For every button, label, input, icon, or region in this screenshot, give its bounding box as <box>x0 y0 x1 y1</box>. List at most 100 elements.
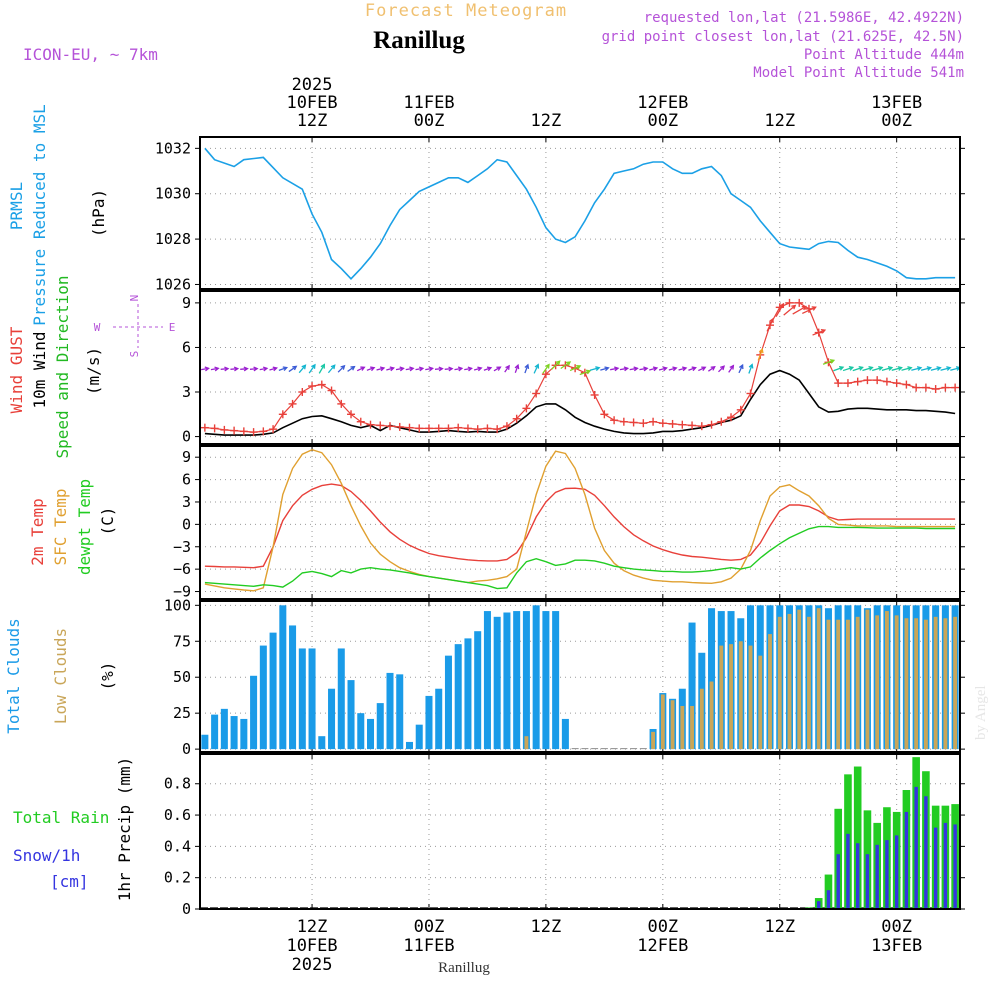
wind-arrow-head <box>916 366 923 371</box>
total-clouds-label: Total Clouds <box>4 618 23 734</box>
compass-north: N <box>128 295 141 302</box>
total-cloud-bar <box>415 724 423 750</box>
rain-bar <box>981 859 989 908</box>
low-cloud-bar <box>875 615 880 750</box>
wind-arrow-head <box>738 363 744 370</box>
total-cloud-bar <box>386 672 394 750</box>
cloud-bar-empty <box>639 748 647 750</box>
rain-bar <box>961 824 969 908</box>
y-tick-label: 6 <box>182 338 191 356</box>
gust-marker <box>376 421 385 430</box>
cloud-bar-empty <box>571 748 579 750</box>
gust-marker <box>230 426 239 435</box>
compass-south: S <box>128 351 141 358</box>
gust-marker <box>239 427 248 436</box>
total-cloud-bar <box>435 688 443 750</box>
wind-arrow <box>757 347 764 361</box>
wind-arrow-head <box>486 366 493 372</box>
wind-arrow-shaft <box>822 359 835 365</box>
wind-arrow-head <box>811 306 817 311</box>
gust-marker <box>386 422 394 431</box>
wind-arrow <box>551 360 561 370</box>
cloud-bar-empty <box>610 748 618 750</box>
low-cloud-bar <box>709 681 714 750</box>
total-cloud-bar <box>688 622 696 750</box>
wind-arrow <box>533 363 540 374</box>
wind-arrow-head <box>769 317 774 323</box>
wind-arrow-head <box>672 366 678 372</box>
wind-arrow-head <box>887 366 894 371</box>
gust-marker <box>707 420 716 429</box>
wind-arrow-head <box>496 366 502 371</box>
y-tick-label: 0 <box>182 428 191 446</box>
panel-frame <box>199 445 961 600</box>
panels: 1026 1028 1030 1032 0 3 6 9 −9 −6 −3 0 3 6 9 0 25 50 75 100… <box>155 136 989 918</box>
gust-marker <box>347 410 356 419</box>
wind-arrow-head <box>595 366 601 371</box>
gust-marker <box>785 298 794 307</box>
y-tick-label: 3 <box>182 493 191 511</box>
credit-watermark: by Angel <box>973 685 989 740</box>
wind-arrow-head <box>604 366 610 372</box>
snow-bar <box>817 901 821 908</box>
total-cloud-bar <box>483 611 491 750</box>
wind-arrow-shaft <box>579 370 591 376</box>
gust-marker <box>902 380 911 389</box>
wind-arrow-shaft <box>852 366 863 372</box>
y-tick-label: 100 <box>164 596 191 614</box>
compass-west: W <box>94 321 101 334</box>
gust-marker <box>259 427 268 436</box>
gust-marker <box>697 422 706 431</box>
wind-arrow-shaft <box>940 367 951 371</box>
wind-arrow <box>852 366 864 372</box>
wind-arrow-shaft <box>288 365 297 373</box>
bottom-time-label: 12Z <box>531 917 562 937</box>
wind-arrow-head <box>272 366 278 372</box>
gust-marker <box>873 376 882 385</box>
rain-bar <box>853 766 862 908</box>
total-cloud-bar <box>220 708 228 750</box>
wind-arrow-head <box>878 366 884 371</box>
y-tick-label: 9 <box>182 448 191 466</box>
wind-arrow-head <box>838 365 845 371</box>
wind-arrow <box>240 366 249 372</box>
wind-arrow-shaft <box>551 360 561 370</box>
wind-arrow-head <box>524 363 530 369</box>
low-cloud-bar <box>836 619 841 750</box>
forecast-subtitle: Forecast Meteogram <box>365 1 567 21</box>
total-cloud-bar <box>522 611 530 750</box>
gust-marker <box>610 416 619 425</box>
wind-arrow-head <box>681 366 688 372</box>
gust-marker <box>278 410 287 419</box>
wind-arrow-head <box>399 366 405 372</box>
panel-temperature: −9 −6 −3 0 3 6 9 <box>173 445 965 601</box>
top-time-label: 12Z <box>297 111 328 131</box>
wind-arrow <box>542 363 550 374</box>
wind-arrow <box>940 366 952 371</box>
wind-arrow-head <box>643 366 649 372</box>
total-cloud-bar <box>552 611 560 750</box>
gust-marker <box>502 422 511 431</box>
wind-arrow-head <box>936 366 942 371</box>
wind-arrow-head <box>301 364 307 370</box>
wind-arrow-head <box>224 366 230 372</box>
wind-arrow-head <box>409 366 415 372</box>
model-label: ICON-EU, ~ 7km <box>23 45 158 64</box>
gust-marker <box>327 386 336 395</box>
gust-marker <box>853 377 862 386</box>
panel-labels: PRMSL Pressure Reduced to MSL (hPa) Wind GU… <box>4 104 175 901</box>
y-tick-label: 9 <box>182 294 191 312</box>
wind-arrow-head <box>262 366 269 372</box>
top-time-label: 00Z <box>881 111 912 131</box>
total-cloud-bar <box>259 645 267 750</box>
y-tick-label: 1026 <box>155 275 191 293</box>
wind-arrow-head <box>311 363 316 369</box>
gust-marker <box>512 414 521 423</box>
top-time-label: 00Z <box>647 111 678 131</box>
low-cloud-bar <box>914 618 919 750</box>
total-cloud-bar <box>542 611 550 750</box>
wind-arrow-head <box>848 366 855 371</box>
panel-pressure: 1026 1028 1030 1032 <box>155 136 965 293</box>
compass-east: E <box>169 321 176 334</box>
